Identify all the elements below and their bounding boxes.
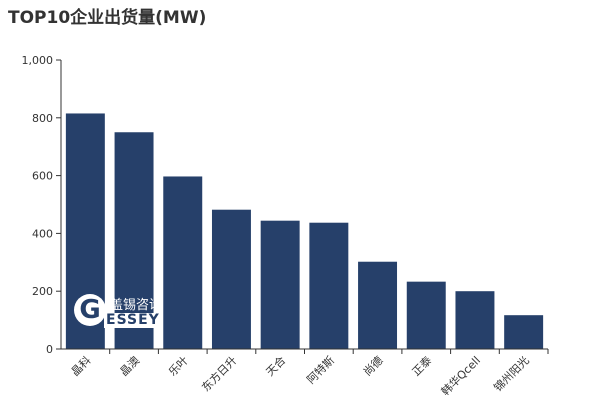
y-axis: 0 200 400 600 800 1,000 [22, 54, 62, 356]
bar [455, 291, 495, 349]
bar [309, 222, 349, 349]
x-category-label: 尚德 [360, 353, 385, 378]
watermark-chinese: 盖锡咨询 [110, 298, 163, 313]
x-axis: 晶科 晶澳 乐叶 东方日升 天合 阿特斯 尚德 正泰 韩华Qcell 锦州阳光 [61, 348, 549, 398]
bar [358, 261, 398, 349]
bar [163, 176, 203, 349]
x-category-label: 阿特斯 [304, 353, 337, 386]
x-category-label: 韩华Qcell [438, 353, 483, 398]
y-tick-label: 400 [32, 227, 53, 240]
x-category-label: 锦州阳光 [491, 353, 532, 394]
watermark-logo: G 盖锡咨询 ESSEY [74, 294, 194, 336]
x-category-label: 东方日升 [199, 353, 240, 394]
x-category-label: 天合 [263, 353, 288, 378]
bar [406, 281, 446, 349]
bar [504, 315, 544, 349]
bar [260, 220, 300, 349]
watermark-g-icon: G [74, 294, 106, 326]
watermark-english: ESSEY [104, 312, 162, 328]
y-tick-label: 200 [32, 285, 53, 298]
x-category-label: 晶科 [68, 353, 93, 378]
y-tick-label: 800 [32, 112, 53, 125]
x-category-label: 正泰 [409, 353, 434, 378]
bar [114, 132, 154, 349]
x-category-label: 晶澳 [117, 354, 142, 379]
bar [211, 209, 251, 349]
y-tick-label: 0 [46, 343, 53, 356]
y-tick-label: 1,000 [22, 54, 54, 67]
y-tick-label: 600 [32, 170, 53, 183]
bars-group [65, 113, 544, 349]
chart-title: TOP10企业出货量(MW) [8, 8, 207, 28]
x-category-label: 乐叶 [166, 354, 191, 379]
